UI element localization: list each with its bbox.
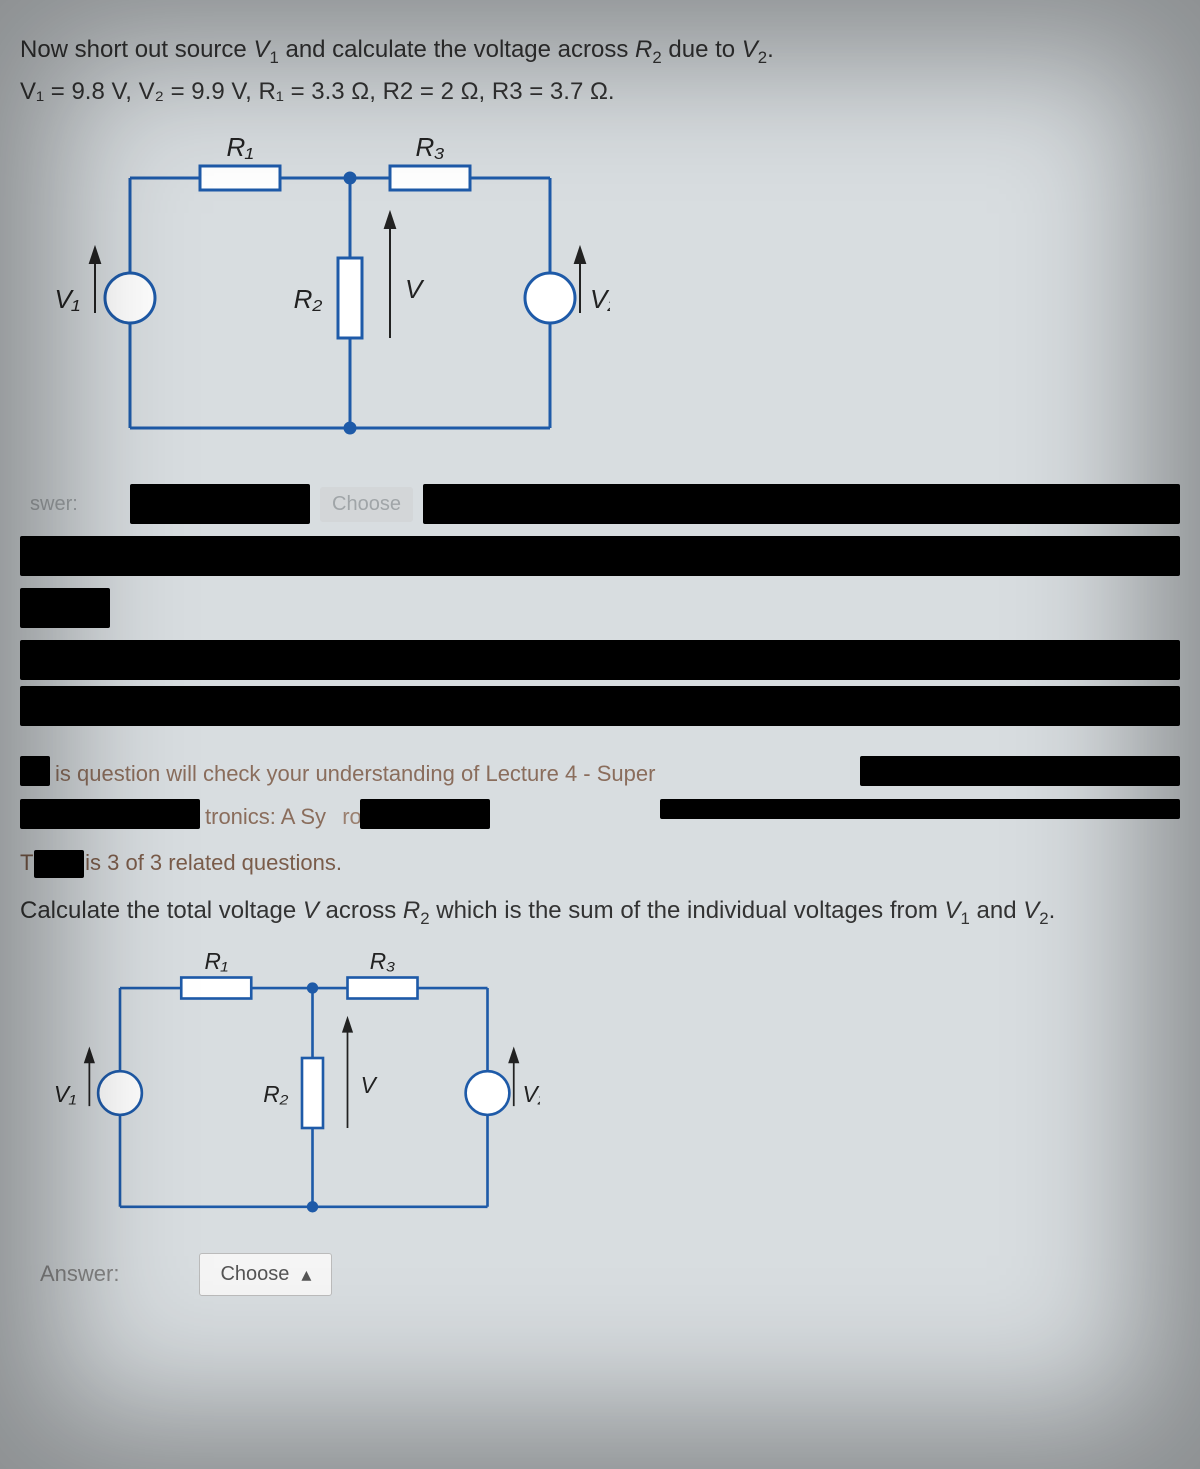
circuit-diagram-1: R₁ R₃ R₂ V V₁ V₂ bbox=[50, 138, 1180, 458]
svg-text:R₂: R₂ bbox=[263, 1081, 288, 1107]
circuit-svg: R₁ R₃ R₂ V V₁ V₂ bbox=[50, 138, 610, 458]
partial-text-2: tronics: A Sy bbox=[205, 804, 326, 829]
answer-label: Answer: bbox=[20, 1261, 119, 1287]
problem-statement-2: Calculate the total voltage V across R2 … bbox=[20, 891, 1180, 933]
text: Now short out source bbox=[20, 36, 253, 63]
choose-text: Choose bbox=[220, 1263, 289, 1286]
svg-text:V: V bbox=[361, 1072, 378, 1098]
answer-row: Answer: Choose ▴ bbox=[20, 1253, 1180, 1296]
circuit-diagram-2: R₁ R₃ R₂ V V₁ V₂ bbox=[50, 953, 1180, 1233]
label-v: V bbox=[405, 274, 425, 304]
choose-ghost: Choose bbox=[320, 487, 413, 522]
answer-label-ghost: swer: bbox=[20, 493, 120, 516]
svg-text:V₂: V₂ bbox=[523, 1081, 541, 1107]
problem-statement-1: Now short out source V1 and calculate th… bbox=[20, 30, 1180, 113]
dropdown-caret-icon: ▴ bbox=[301, 1262, 311, 1287]
svg-text:R₁: R₁ bbox=[204, 953, 228, 974]
label-v2: V₂ bbox=[590, 284, 610, 314]
circuit-svg-2: R₁ R₃ R₂ V V₁ V₂ bbox=[50, 953, 540, 1233]
label-v1: V₁ bbox=[54, 284, 80, 314]
label-r1: R₁ bbox=[227, 138, 254, 162]
label-r3: R₃ bbox=[415, 138, 444, 162]
given-values: V₁ = 9.8 V, V₂ = 9.9 V, R₁ = 3.3 Ω, R2 =… bbox=[20, 78, 615, 105]
label-r2: R₂ bbox=[294, 284, 323, 314]
redacted-section: swer: Choose is question will check your… bbox=[20, 478, 1180, 875]
choose-dropdown[interactable]: Choose ▴ bbox=[199, 1253, 332, 1296]
svg-text:R₃: R₃ bbox=[370, 953, 395, 974]
svg-text:V₁: V₁ bbox=[54, 1081, 76, 1107]
partial-text-1: is question will check your understandin… bbox=[55, 761, 655, 786]
